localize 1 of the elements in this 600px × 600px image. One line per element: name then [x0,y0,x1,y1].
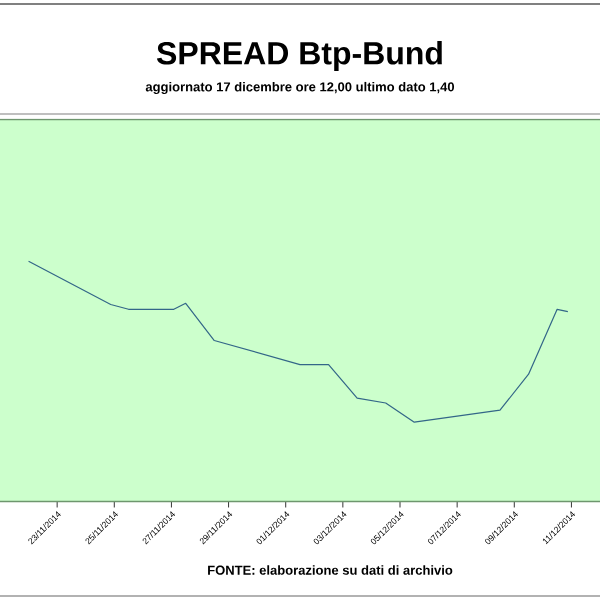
chart-title: SPREAD Btp-Bund [156,41,442,71]
